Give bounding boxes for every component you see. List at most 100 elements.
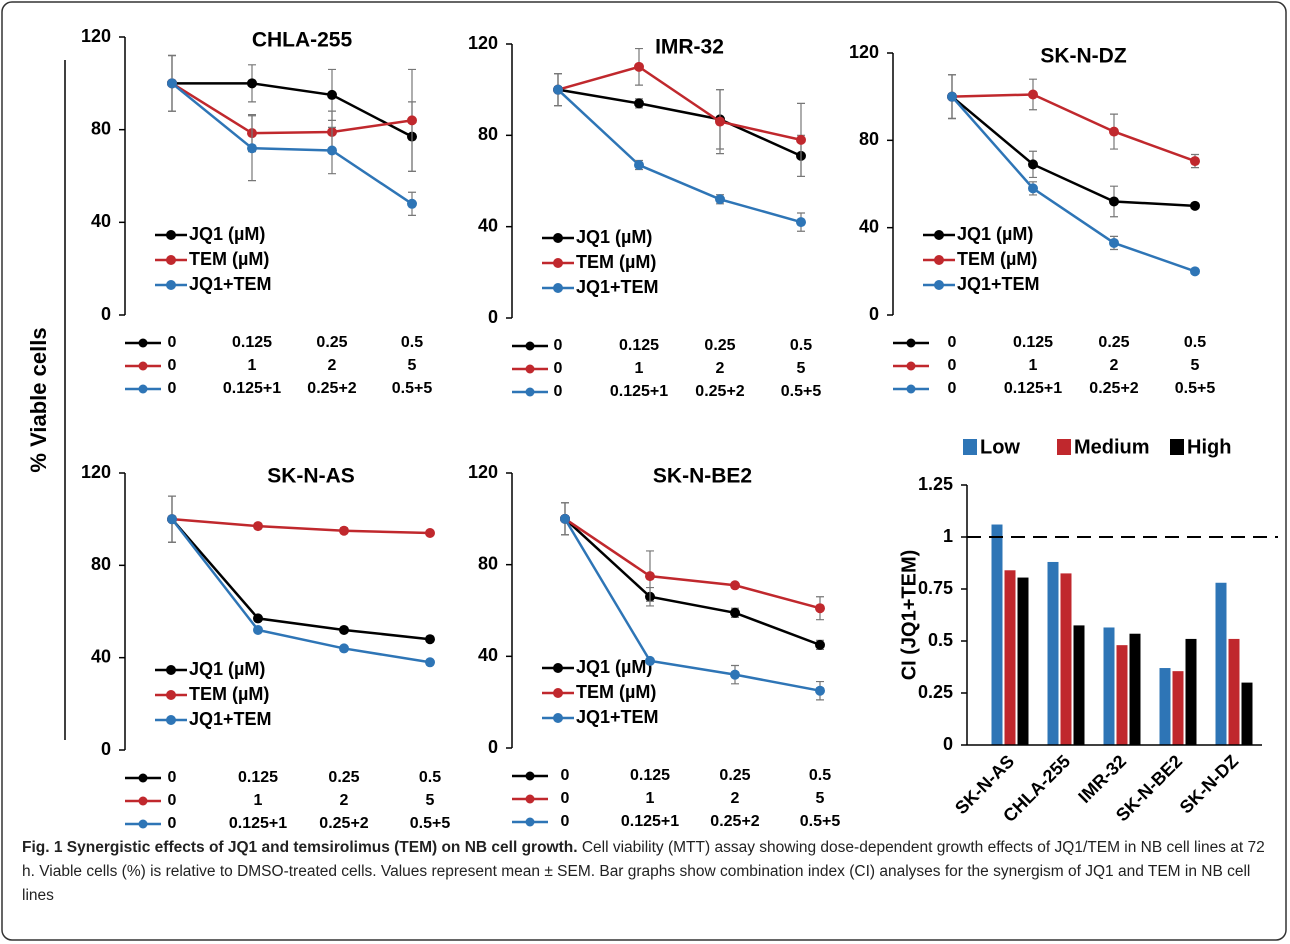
bar — [1228, 638, 1240, 745]
legend-label: JQ1+TEM — [189, 709, 272, 729]
data-point — [247, 78, 257, 89]
series-line — [171, 518, 431, 641]
y-tick-label: 80 — [478, 553, 498, 573]
dose-label: 0.5 — [401, 334, 423, 351]
legend-swatch — [963, 439, 977, 455]
dose-label: 0 — [561, 767, 570, 784]
dose-label: 0.125+1 — [621, 813, 679, 830]
data-point — [1109, 126, 1119, 137]
dose-label: 1 — [248, 357, 257, 374]
legend-swatch — [1057, 439, 1071, 455]
data-point — [645, 655, 655, 666]
chart-title: IMR-32 — [655, 36, 724, 59]
y-tick-label: 0.25 — [918, 682, 953, 702]
legend-label: JQ1+TEM — [189, 274, 272, 294]
legend-label: TEM (µM) — [189, 684, 269, 704]
dose-label: 0.125+1 — [610, 383, 668, 400]
bar — [991, 524, 1003, 745]
bar — [1116, 645, 1128, 745]
dose-label: 2 — [716, 360, 725, 377]
data-point — [560, 513, 570, 524]
y-tick-label: 120 — [849, 42, 879, 62]
bar — [1159, 668, 1171, 745]
data-point — [247, 143, 257, 154]
series-line — [171, 517, 431, 535]
legend-swatch — [1170, 439, 1184, 455]
data-point — [645, 571, 655, 582]
data-point — [1190, 266, 1200, 277]
dose-label: 5 — [408, 357, 417, 374]
dose-key-dot — [906, 361, 916, 371]
chart-title: CHLA-255 — [252, 29, 353, 52]
y-tick-label: 1 — [943, 526, 953, 546]
dose-key-dot — [138, 384, 148, 394]
legend-label: High — [1187, 436, 1231, 458]
dose-label: 0 — [168, 769, 177, 786]
legend-label: JQ1 (µM) — [189, 224, 265, 244]
dose-key-dot — [906, 338, 916, 348]
dose-label: 0.25 — [1098, 334, 1129, 351]
legend-label: Medium — [1074, 436, 1150, 458]
y-tick-label: 80 — [91, 554, 111, 574]
dose-label: 0.5+5 — [392, 380, 433, 397]
dose-label: 0 — [168, 334, 177, 351]
data-point — [634, 160, 644, 171]
dose-label: 0.25+2 — [710, 813, 759, 830]
legend-dot — [934, 280, 944, 290]
data-point — [796, 134, 806, 145]
series-line — [564, 517, 821, 647]
y-tick-label: 0 — [101, 304, 111, 324]
series-line — [171, 82, 413, 205]
legend-dot — [934, 230, 944, 240]
bar — [1047, 561, 1059, 745]
dose-label: 0.125 — [238, 769, 278, 786]
dose-key-dot — [525, 341, 535, 351]
series-line — [557, 88, 802, 158]
dose-label: 0 — [168, 357, 177, 374]
data-point — [339, 624, 349, 635]
dose-label: 0.5 — [809, 767, 831, 784]
series-line — [951, 93, 1196, 163]
dose-label: 0.5 — [419, 769, 441, 786]
y-tick-label: 80 — [859, 129, 879, 149]
dose-label: 0 — [168, 792, 177, 809]
y-tick-label: 0.75 — [918, 578, 953, 598]
data-point — [167, 78, 177, 89]
data-point — [730, 607, 740, 618]
legend-label: TEM (µM) — [576, 682, 656, 702]
data-point — [730, 580, 740, 591]
y-tick-label: 40 — [91, 646, 111, 666]
dose-label: 1 — [1029, 357, 1038, 374]
dose-label: 0.125+1 — [1004, 380, 1062, 397]
legend-label: Low — [980, 436, 1020, 458]
data-point — [327, 145, 337, 156]
dose-label: 2 — [340, 792, 349, 809]
dose-label: 0.125 — [630, 767, 670, 784]
bar — [1241, 682, 1253, 745]
y-tick-label: 0 — [488, 307, 498, 327]
data-point — [1190, 200, 1200, 211]
data-point — [634, 98, 644, 109]
dose-label: 5 — [797, 360, 806, 377]
data-point — [1028, 89, 1038, 100]
y-tick-label: 80 — [478, 124, 498, 144]
legend-dot — [166, 255, 176, 265]
bar — [1060, 573, 1072, 745]
data-point — [815, 685, 825, 696]
dose-key-dot — [525, 817, 535, 827]
dose-label: 0 — [168, 815, 177, 832]
data-point — [425, 528, 435, 539]
dose-label: 0.5 — [1184, 334, 1206, 351]
data-point — [339, 525, 349, 536]
data-point — [425, 657, 435, 668]
data-point — [715, 194, 725, 205]
dose-label: 0 — [948, 380, 957, 397]
series-line — [171, 518, 431, 664]
dose-key-dot — [525, 364, 535, 374]
data-point — [730, 669, 740, 680]
series-line — [557, 88, 802, 224]
data-point — [553, 84, 563, 95]
data-point — [253, 613, 263, 624]
dose-key-dot — [525, 387, 535, 397]
